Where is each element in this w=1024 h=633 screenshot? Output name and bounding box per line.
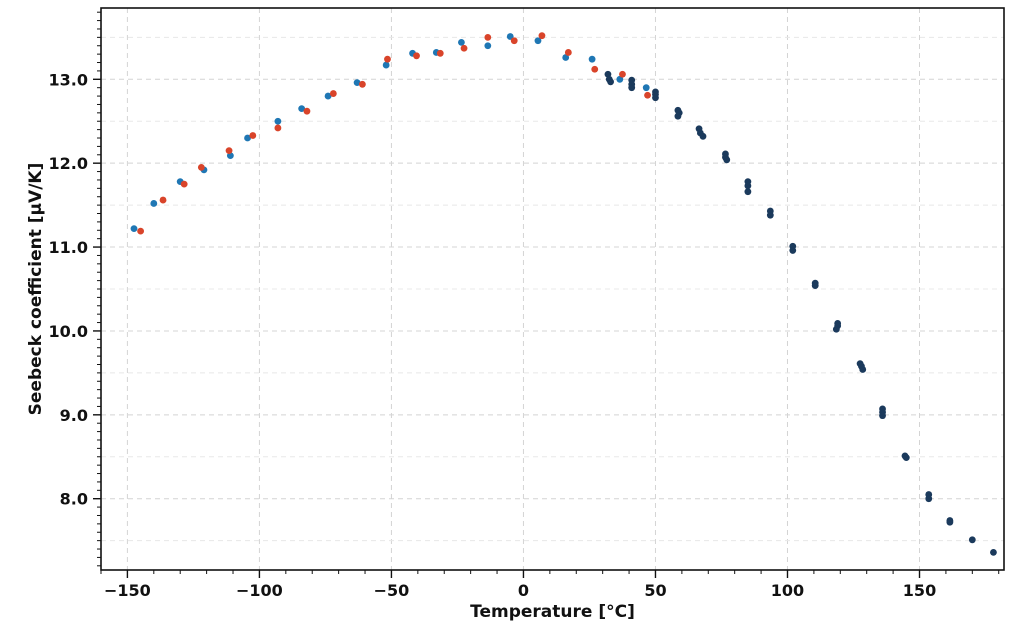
data-points (130, 32, 997, 556)
y-tick-label: 8.0 (60, 490, 88, 509)
data-point (925, 495, 933, 503)
data-point (744, 188, 752, 196)
x-tick-label: 150 (903, 581, 936, 600)
data-point (644, 91, 651, 99)
data-point (642, 84, 650, 92)
data-point (832, 325, 840, 333)
x-tick-labels: −150 −100 −50 0 50 100 150 (104, 581, 936, 600)
x-axis-label: Temperature [°C] (470, 602, 635, 622)
data-point (616, 75, 624, 83)
data-point (484, 42, 492, 50)
x-tick-label: 0 (518, 581, 529, 600)
y-tick-label: 9.0 (60, 406, 88, 425)
data-point (329, 90, 337, 97)
y-tick-label: 11.0 (49, 238, 88, 257)
data-point (562, 54, 570, 61)
y-tick-label: 12.0 (49, 154, 88, 173)
data-point (159, 196, 167, 204)
data-point (990, 548, 997, 556)
data-point (588, 55, 596, 63)
data-point (811, 282, 819, 290)
data-point (674, 112, 682, 120)
data-point (564, 49, 572, 56)
data-point (303, 107, 311, 115)
data-point (879, 412, 886, 420)
data-point (628, 84, 636, 92)
data-point (197, 163, 205, 171)
data-point (150, 200, 158, 207)
data-point (510, 37, 518, 45)
data-point (353, 79, 361, 87)
y-tick-labels: 8.0 9.0 10.0 11.0 12.0 13.0 (49, 70, 88, 508)
data-point (413, 52, 420, 60)
data-point (766, 211, 774, 219)
data-point (274, 124, 282, 132)
data-point (591, 65, 599, 73)
data-point (484, 33, 492, 41)
data-point (249, 132, 257, 139)
data-point (968, 536, 976, 544)
data-point (324, 92, 332, 100)
y-axis-label: Seebeck coefficient [µV/K] (26, 163, 46, 416)
x-tick-label: 50 (644, 581, 666, 600)
data-point (789, 247, 797, 254)
data-point (137, 227, 145, 235)
data-point (436, 49, 444, 57)
data-point (859, 366, 867, 373)
data-point (538, 32, 546, 40)
axis-ticks (93, 11, 1000, 578)
data-point (458, 38, 465, 46)
data-point (384, 55, 391, 63)
data-point (460, 44, 468, 52)
data-point (298, 105, 306, 113)
y-tick-label: 10.0 (49, 322, 88, 341)
data-point (619, 70, 626, 78)
data-point (130, 225, 138, 233)
data-point (744, 182, 752, 190)
data-point (358, 80, 366, 88)
data-point (946, 518, 954, 526)
data-point (699, 132, 707, 140)
data-point (382, 61, 390, 69)
data-point (902, 454, 910, 461)
data-point (274, 117, 282, 125)
x-tick-label: 100 (771, 581, 804, 600)
data-point (244, 134, 251, 142)
data-point (225, 147, 233, 154)
data-point (534, 37, 542, 45)
y-tick-label: 13.0 (49, 70, 88, 89)
data-point (652, 94, 659, 102)
x-tick-label: −150 (104, 581, 151, 600)
data-point (723, 156, 731, 164)
data-point (180, 180, 188, 188)
data-point (607, 78, 614, 86)
x-tick-label: −50 (374, 581, 410, 600)
x-tick-label: −100 (236, 581, 283, 600)
grid-lines (101, 8, 1004, 570)
